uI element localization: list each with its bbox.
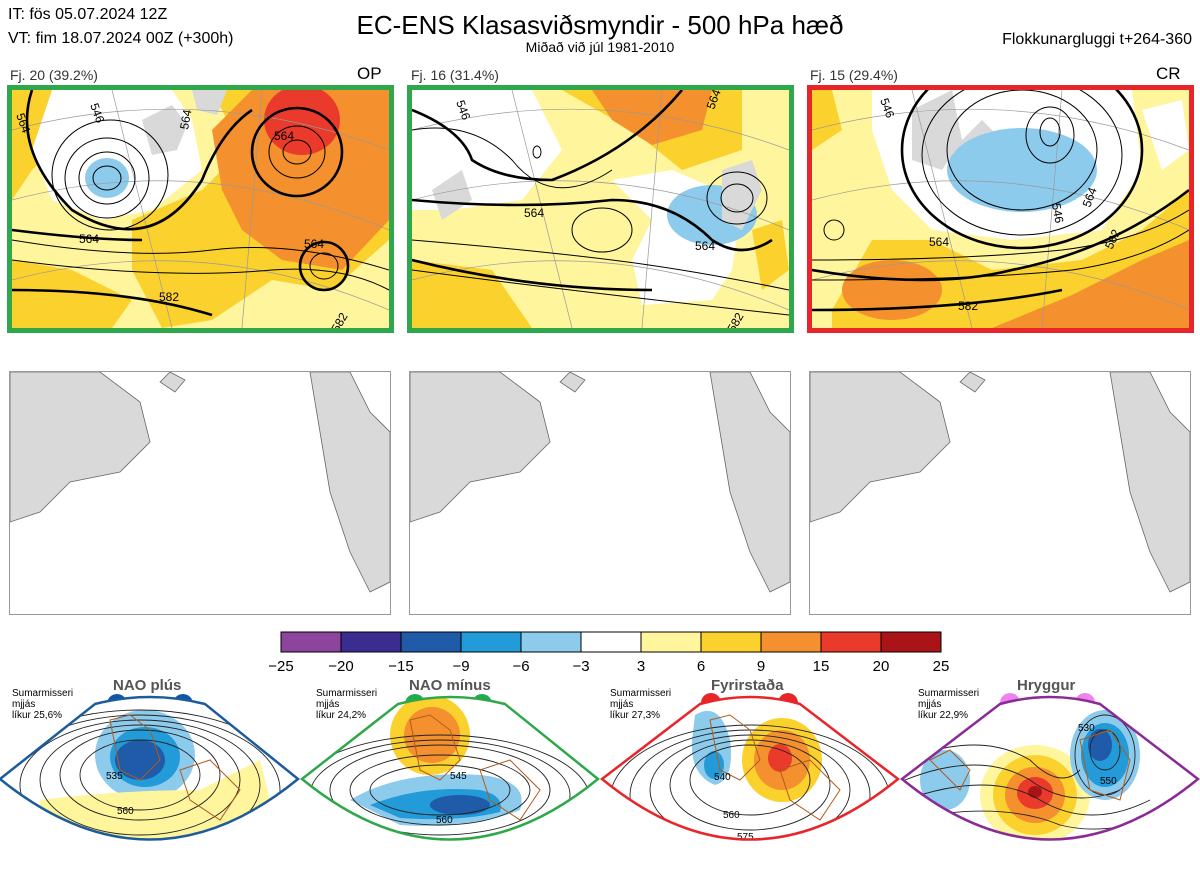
regime-1-mean: mjjás (12, 699, 36, 710)
p3-contour-label: 564 (929, 235, 949, 249)
cluster-map-3-svg: 564 582 546 564 582 546 (812, 90, 1189, 328)
cluster-map-1-svg: 564 564 564 564 564 582 582 546 (12, 90, 389, 328)
p3-contour-label: 582 (958, 299, 978, 313)
regime-1-contour-label: 535 (106, 771, 123, 782)
colorbar-tick-label: 20 (873, 658, 890, 675)
regime-3-contour-label: 560 (723, 810, 740, 821)
colorbar-cell (700, 631, 762, 653)
colorbar-cell (280, 631, 342, 653)
regime-1-title: NAO plús (113, 677, 182, 694)
classification-window: Flokkunargluggi t+264-360 (1002, 31, 1192, 48)
p1-contour-label: 564 (304, 237, 324, 251)
p3-contour-label: 546 (877, 96, 897, 120)
regime-4-title: Hryggur (1017, 677, 1076, 694)
regime-2-contour-label: 545 (450, 771, 467, 782)
regime-1-prob: líkur 25,6% (12, 710, 63, 721)
colorbar-tick-label: 15 (813, 658, 830, 675)
regime-4-dot-right (1075, 693, 1095, 713)
colorbar-cell (580, 631, 642, 653)
regime-1-season: Sumarmisseri (12, 688, 74, 699)
regime-2-mean: mjjás (316, 699, 340, 710)
p1-contour-label: 564 (13, 111, 33, 135)
regime-4-contour-label: 550 (1100, 776, 1117, 787)
colorbar-tick-label: −20 (328, 658, 353, 675)
anomaly-map-2 (409, 371, 791, 615)
colorbar-cell (820, 631, 882, 653)
colorbar-cell (760, 631, 822, 653)
chart-title: EC-ENS Klasasviðsmyndir - 500 hPa hæð (356, 10, 844, 40)
p1-contour-label: 564 (79, 232, 99, 246)
colorbar-cell (340, 631, 402, 653)
colorbar-tick-label: −9 (452, 658, 469, 675)
anomaly-map-1 (9, 371, 391, 615)
colorbar-tick-label: −3 (572, 658, 589, 675)
cluster-map-3: 564 582 546 564 582 546 (807, 85, 1194, 333)
regime-3-season: Sumarmisseri (610, 688, 672, 699)
regime-2-contour-label: 575 (448, 850, 465, 861)
regime-3-prob: líkur 27,3% (610, 710, 661, 721)
regime-1-dot-left (107, 694, 127, 714)
regime-1-dot-right (173, 694, 193, 714)
regime-4-prob: líkur 22,9% (918, 710, 969, 721)
regime-4-season: Sumarmisseri (918, 688, 980, 699)
cluster-map-1: 564 564 564 564 564 582 582 546 (7, 85, 394, 333)
p2-contour-label: 564 (524, 206, 544, 220)
regime-4-contour-label: 530 (1078, 723, 1095, 734)
regime-1-contour-label: 560 (117, 806, 134, 817)
regime-3-title: Fyrirstaða (711, 677, 784, 694)
p3-contour-label: 564 (1080, 185, 1100, 209)
regime-3-dot-left (701, 693, 721, 713)
regime-3-dot-right (778, 693, 798, 713)
issue-time: IT: fös 05.07.2024 12Z (8, 6, 168, 23)
p3-contour-label: 546 (1049, 202, 1066, 224)
regime-2-contour-label: 560 (436, 815, 453, 826)
regime-2-dot-right (472, 694, 492, 714)
regime-3-contour-label: 575 (737, 832, 754, 843)
regime-2-dot-left (405, 694, 425, 714)
colorbar-cell (460, 631, 522, 653)
regime-2-season: Sumarmisseri (316, 688, 378, 699)
colorbar-tick-label: −6 (512, 658, 529, 675)
p2-contour-label: 564 (695, 239, 715, 253)
chart-subtitle: Miðað við júl 1981-2010 (525, 39, 675, 55)
panel-1-label: Fj. 20 (39.2%) (10, 67, 98, 83)
regime-2-prob: líkur 24,2% (316, 710, 367, 721)
regime-3-mean: mjjás (610, 699, 634, 710)
colorbar-tick-label: 3 (637, 658, 645, 675)
regime-4-dot-left (1000, 693, 1020, 713)
p1-contour-label: 564 (177, 108, 194, 130)
colorbar-tick-label: 9 (757, 658, 765, 675)
panel-2-label: Fj. 16 (31.4%) (411, 67, 499, 83)
p1-contour-label: 546 (87, 101, 107, 125)
colorbar-cell (400, 631, 462, 653)
regime-4-contour-label: 575 (1093, 838, 1110, 849)
colorbar-cell (520, 631, 582, 653)
colorbar-cell (640, 631, 702, 653)
cluster-map-2-svg: 564 564 564 582 546 (412, 90, 789, 328)
colorbar-tick-label: 6 (697, 658, 705, 675)
colorbar-cell (880, 631, 942, 653)
colorbar-tick-label: −25 (268, 658, 293, 675)
regime-2-title: NAO mínus (409, 677, 491, 694)
anomaly-map-3 (809, 371, 1191, 615)
panel-3-tag: CR (1156, 64, 1181, 83)
colorbar-tick-label: 25 (933, 658, 950, 675)
panel-1-tag: OP (357, 64, 382, 83)
cluster-map-2: 564 564 564 582 546 (407, 85, 794, 333)
colorbar-tick-label: −15 (388, 658, 413, 675)
p2-contour-label: 546 (453, 98, 473, 122)
valid-time: VT: fim 18.07.2024 00Z (+300h) (8, 30, 234, 47)
regime-4-mean: mjjás (918, 699, 942, 710)
regime-3-contour-label: 540 (714, 772, 731, 783)
p1-contour-label: 564 (274, 129, 294, 143)
panel-3-label: Fj. 15 (29.4%) (810, 67, 898, 83)
p1-contour-label: 582 (159, 290, 179, 304)
